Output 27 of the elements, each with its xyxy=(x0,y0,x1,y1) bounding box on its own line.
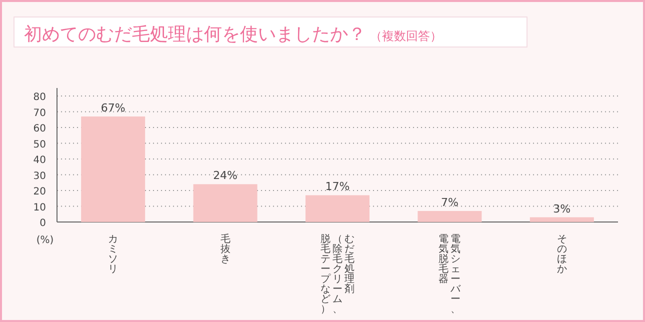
data-label: 7% xyxy=(440,196,458,209)
y-axis-title: (%) xyxy=(36,235,54,246)
data-label: 3% xyxy=(553,202,571,216)
bar xyxy=(418,210,482,222)
bar xyxy=(306,195,370,222)
bar xyxy=(193,184,258,222)
x-tick-label: 毛抜き xyxy=(220,233,230,265)
data-label: 24% xyxy=(213,169,238,182)
y-tick-label: 60 xyxy=(33,124,46,134)
y-tick-label: 10 xyxy=(33,202,46,214)
x-tick-label: 電気シェーバー、電気脱毛器 xyxy=(438,234,462,315)
y-tick-label: 0 xyxy=(40,218,46,229)
chart-title: 初めてのむだ毛処理は何を使いましたか？ xyxy=(24,24,366,45)
y-tick-label: 30 xyxy=(33,170,46,182)
x-tick-label: むだ毛処理剤（除毛クリーム、脱毛テープなど） xyxy=(320,233,354,315)
bar xyxy=(81,116,146,222)
data-label: 67% xyxy=(100,101,126,114)
y-tick-label: 80 xyxy=(33,92,46,103)
y-tick-label: 20 xyxy=(33,186,46,198)
y-tick-label: 50 xyxy=(33,139,46,150)
data-label: 17% xyxy=(325,180,350,194)
y-tick-label: 40 xyxy=(33,155,46,166)
x-tick-label: そのほか xyxy=(556,234,567,275)
y-tick-label: 70 xyxy=(33,108,46,119)
chart-subtitle: （複数回答） xyxy=(370,29,442,43)
x-tick-label: カミソリ xyxy=(108,234,118,275)
bar xyxy=(530,217,594,222)
